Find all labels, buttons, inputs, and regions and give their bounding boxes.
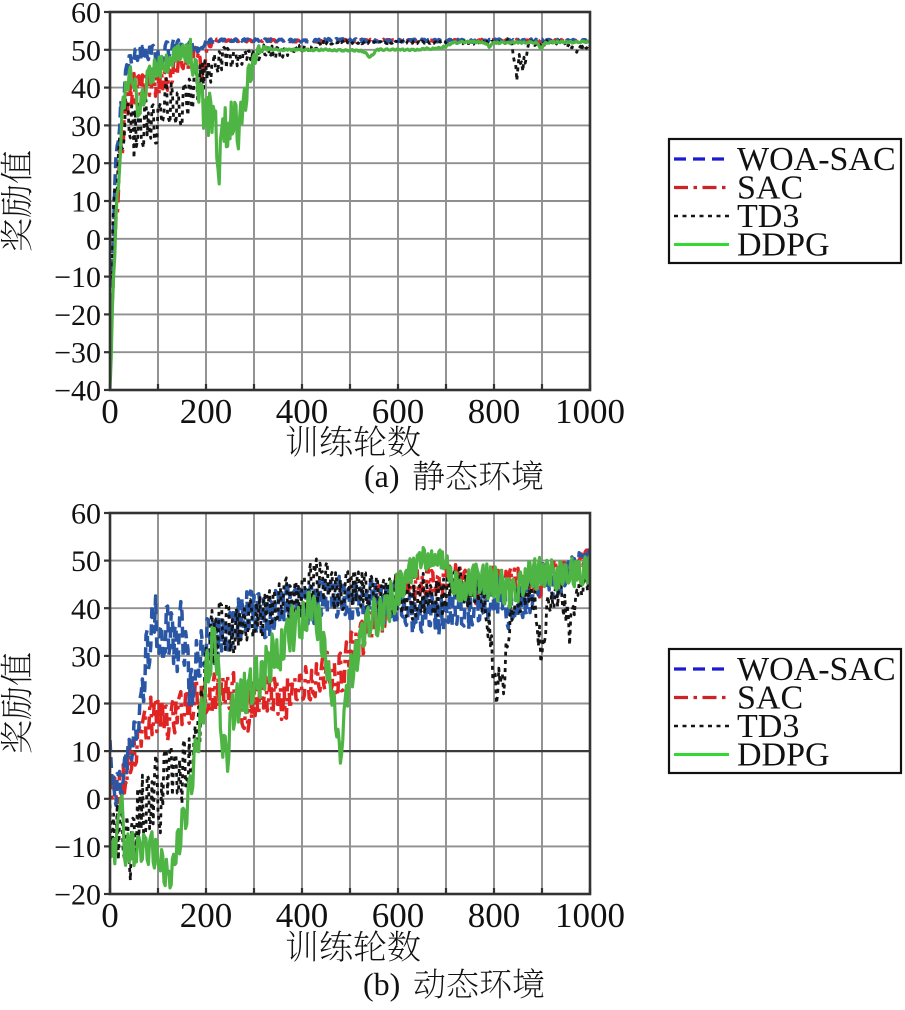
svg-text:40: 40 — [71, 72, 101, 105]
svg-text:50: 50 — [71, 34, 101, 67]
svg-text:60: 60 — [71, 498, 101, 531]
svg-text:TD3: TD3 — [737, 198, 799, 235]
svg-text:30: 30 — [71, 110, 101, 143]
svg-text:20: 20 — [71, 148, 101, 181]
svg-text:TD3: TD3 — [737, 708, 799, 745]
svg-text:10: 10 — [71, 186, 101, 219]
svg-text:SAC: SAC — [737, 680, 803, 717]
svg-text:0: 0 — [101, 392, 119, 431]
svg-text:0: 0 — [86, 223, 101, 256]
svg-text:200: 200 — [180, 392, 233, 431]
svg-text:0: 0 — [86, 783, 101, 816]
svg-text:−10: −10 — [54, 831, 101, 864]
svg-text:200: 200 — [180, 896, 233, 935]
svg-text:800: 800 — [468, 392, 521, 431]
svg-text:−30: −30 — [54, 337, 101, 370]
svg-text:800: 800 — [468, 896, 521, 935]
svg-text:−20: −20 — [54, 299, 101, 332]
svg-text:(b): (b) — [363, 966, 400, 1002]
svg-text:30: 30 — [71, 640, 101, 673]
svg-text:10: 10 — [71, 736, 101, 769]
svg-text:600: 600 — [372, 392, 425, 431]
svg-text:DDPG: DDPG — [737, 227, 830, 264]
svg-text:SAC: SAC — [737, 170, 803, 207]
svg-text:0: 0 — [101, 896, 119, 935]
svg-text:600: 600 — [372, 896, 425, 935]
svg-text:40: 40 — [71, 593, 101, 626]
svg-text:WOA-SAC: WOA-SAC — [737, 651, 896, 688]
svg-text:1000: 1000 — [555, 392, 625, 431]
svg-text:WOA-SAC: WOA-SAC — [737, 141, 896, 178]
svg-text:20: 20 — [71, 688, 101, 721]
svg-text:−20: −20 — [54, 879, 101, 912]
svg-text:60: 60 — [71, 0, 101, 30]
svg-text:400: 400 — [276, 392, 329, 431]
svg-text:DDPG: DDPG — [737, 737, 830, 774]
svg-text:400: 400 — [276, 896, 329, 935]
svg-text:−40: −40 — [54, 375, 101, 408]
svg-text:(a): (a) — [364, 458, 400, 494]
svg-text:1000: 1000 — [555, 896, 625, 935]
svg-text:−10: −10 — [54, 261, 101, 294]
svg-text:50: 50 — [71, 545, 101, 578]
